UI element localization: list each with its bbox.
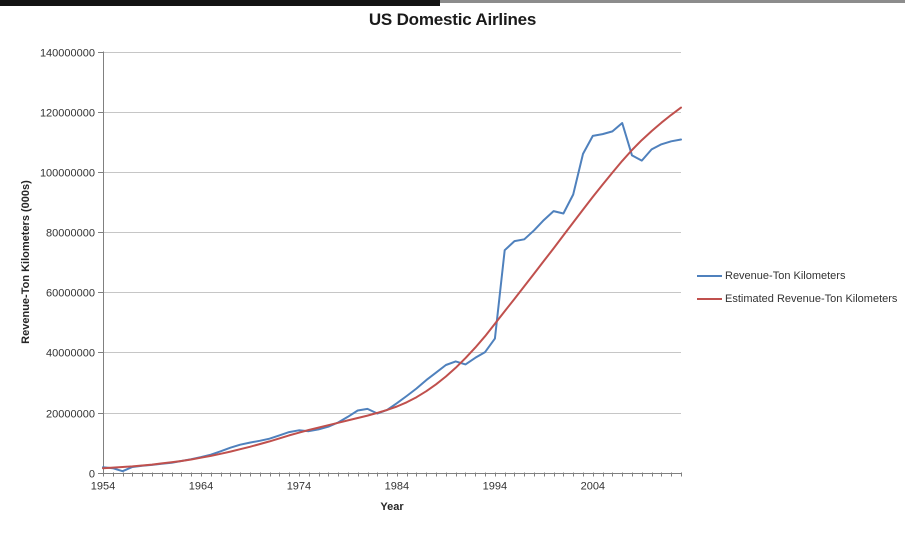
window-edge-bar [0, 0, 905, 3]
series-line-actual [102, 122, 682, 473]
svg-text:1984: 1984 [385, 481, 409, 493]
legend-line-swatch-red [697, 297, 722, 300]
svg-text:2004: 2004 [581, 481, 605, 493]
svg-text:0: 0 [89, 469, 95, 481]
series-line-estimated [102, 106, 682, 470]
legend: Revenue-Ton Kilometers Estimated Revenue… [697, 264, 897, 310]
legend-line-swatch-blue [697, 274, 722, 277]
svg-text:60000000: 60000000 [46, 288, 95, 300]
svg-text:140000000: 140000000 [40, 48, 95, 60]
legend-item-estimated: Estimated Revenue-Ton Kilometers [697, 287, 897, 310]
legend-item-actual: Revenue-Ton Kilometers [697, 264, 897, 287]
axes [103, 51, 681, 474]
gridlines [103, 52, 681, 414]
svg-text:80000000: 80000000 [46, 228, 95, 240]
y-axis-ticks-and-labels: 0 20000000 40000000 60000000 80000000 1000000… [40, 48, 103, 481]
svg-text:120000000: 120000000 [40, 108, 95, 120]
svg-text:1964: 1964 [189, 481, 213, 493]
legend-label-actual: Revenue-Ton Kilometers [725, 269, 846, 282]
x-axis-title: Year [380, 501, 404, 513]
legend-label-estimated: Estimated Revenue-Ton Kilometers [725, 292, 898, 305]
svg-text:1954: 1954 [91, 481, 115, 493]
svg-text:40000000: 40000000 [46, 348, 95, 360]
svg-text:100000000: 100000000 [40, 168, 95, 180]
chart-title: US Domestic Airlines [368, 10, 537, 29]
x-axis-ticks-and-labels: 1954 1964 1974 1984 1994 2004 [91, 472, 682, 493]
svg-text:1974: 1974 [287, 481, 311, 493]
svg-text:20000000: 20000000 [46, 409, 95, 421]
svg-text:1994: 1994 [483, 481, 507, 493]
window-edge-bar-dark [0, 0, 440, 6]
